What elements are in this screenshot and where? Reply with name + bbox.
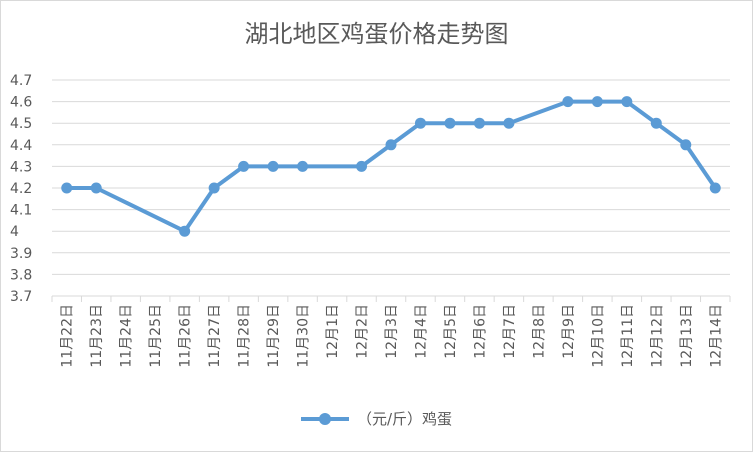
x-tick-label: 12月14日 [708,304,724,368]
y-tick-label: 3.9 [10,246,32,262]
y-tick-label: 4.2 [10,181,32,197]
x-axis: 11月22日 11月23日 11月24日 11月25日 11月26日 11月27日 11月2… [51,296,731,368]
data-point [503,117,515,129]
data-point [621,96,633,108]
data-point [680,139,692,151]
y-tick-label: 4.7 [10,73,32,89]
x-tick-label: 11月22日 [60,304,76,368]
y-tick-label: 3.8 [10,267,32,283]
y-tick-label: 4.3 [10,159,32,175]
data-point [356,160,368,172]
data-point [61,182,73,194]
y-tick-label: 4.1 [10,203,32,219]
data-point [90,182,102,194]
y-tick-label: 4 [10,224,19,240]
gridlines [52,79,730,297]
x-tick-label: 12月11日 [620,304,636,368]
data-point [444,117,456,129]
x-tick-label: 12月4日 [413,304,429,359]
data-point [650,117,662,129]
x-tick-label: 12月13日 [679,304,695,368]
data-point [297,160,309,172]
y-tick-label: 4.4 [10,138,32,154]
x-tick-label: 12月10日 [590,304,606,368]
x-tick-label: 11月26日 [178,304,194,368]
legend-label: （元/斤）鸡蛋 [356,410,453,428]
x-tick-label: 11月29日 [266,304,282,368]
data-point [709,182,721,194]
data-point [473,117,485,129]
series-egg-price [61,96,721,237]
data-point [179,225,191,237]
x-tick-label: 11月28日 [237,304,253,368]
y-tick-label: 4.5 [10,116,32,132]
y-tick-label: 3.7 [10,289,32,305]
y-tick-label: 4.6 [10,95,32,111]
data-point [562,96,574,108]
data-point [238,160,250,172]
x-tick-label: 11月27日 [207,304,223,368]
y-axis: 3.7 3.8 3.9 4 4.1 4.2 4.3 4.4 4.5 4.6 4.7 [10,73,32,305]
x-tick-label: 11月23日 [89,304,105,368]
x-tick-label: 12月7日 [502,304,518,359]
data-point [267,160,279,172]
x-tick-label: 11月30日 [296,304,312,368]
x-tick-label: 12月6日 [472,304,488,359]
data-point [385,139,397,151]
data-point [208,182,220,194]
legend-marker-icon [300,412,349,426]
x-tick-label: 12月1日 [325,304,341,359]
x-tick-label: 12月8日 [531,304,547,359]
x-tick-label: 12月2日 [355,304,371,359]
data-point [414,117,426,129]
x-tick-label: 12月12日 [649,304,665,368]
chart-title: 湖北地区鸡蛋价格走势图 [244,20,509,48]
data-point [591,96,603,108]
x-tick-label: 12月5日 [443,304,459,359]
x-tick-label: 12月3日 [384,304,400,359]
x-tick-label: 11月24日 [119,304,135,368]
legend: （元/斤）鸡蛋 [0,408,753,429]
x-tick-label: 11月25日 [148,304,164,368]
x-tick-label: 12月9日 [561,304,577,359]
